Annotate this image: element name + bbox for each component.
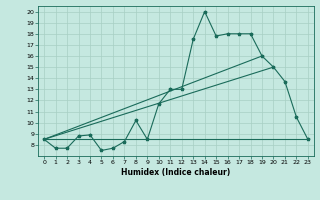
- X-axis label: Humidex (Indice chaleur): Humidex (Indice chaleur): [121, 168, 231, 177]
